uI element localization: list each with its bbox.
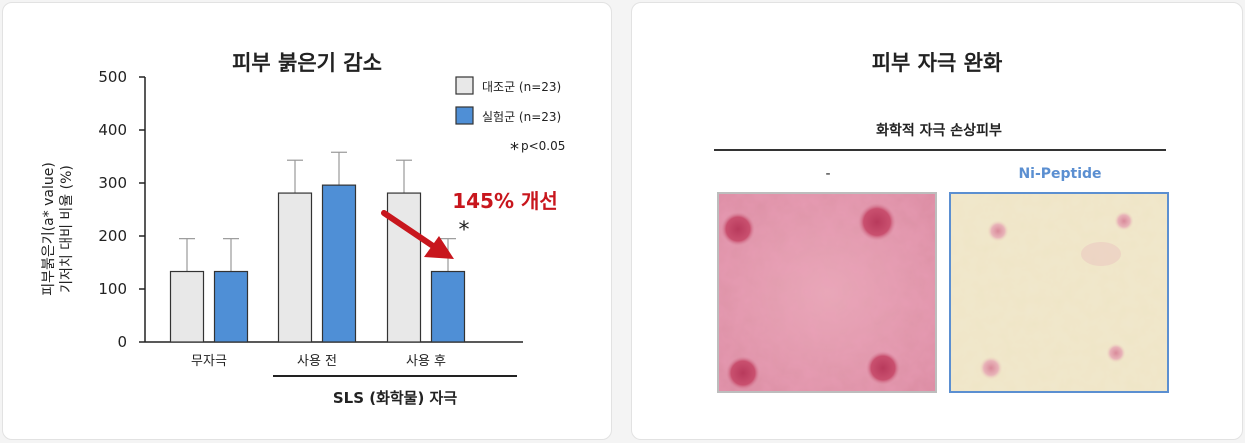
y-tick-label: 500: [98, 68, 127, 86]
bar-test: [430, 270, 466, 343]
bar-control: [169, 270, 205, 343]
x-tick-label: 사용 전: [297, 354, 337, 369]
legend-swatch: [455, 106, 474, 125]
y-tick-label: 400: [98, 121, 127, 139]
y-tick-label: 200: [98, 227, 127, 245]
x-tick-label: 무자극: [191, 354, 227, 369]
y-tick-label: 300: [98, 174, 127, 192]
bar-test: [213, 270, 249, 343]
chart-card: 피부 붉은기 감소 피부붉은기(a* value) 기저치 대비 비율 (%) …: [2, 2, 612, 440]
legend-label: 실험군 (n=23): [482, 110, 561, 124]
improvement-arrow: [381, 210, 454, 259]
improvement-label: 145% 개선: [452, 189, 558, 213]
photo-subtitle: 화학적 자극 손상피부: [876, 123, 1002, 139]
column-label-ni-peptide: Ni-Peptide: [1018, 166, 1102, 182]
x-tick-label: 사용 후: [406, 354, 446, 369]
group-label: SLS (화학물) 자극: [333, 389, 458, 407]
subtitle-rule: [714, 149, 1166, 151]
significance-note-star: *: [510, 139, 519, 160]
y-axis-label-line-1: 피부붉은기(a* value): [41, 162, 57, 296]
photo-card: 피부 자극 완화 화학적 자극 손상피부 - Ni-Peptide: [631, 2, 1243, 440]
column-label-control: -: [825, 166, 831, 182]
y-axis-label-line-2: 기저치 대비 비율 (%): [59, 165, 75, 293]
bar-chart: 피부붉은기(a* value) 기저치 대비 비율 (%) 0 100 200 300…: [41, 68, 565, 407]
bar-control: [277, 192, 313, 343]
bar-test: [321, 184, 357, 343]
y-tick-label: 0: [117, 333, 127, 351]
legend-label: 대조군 (n=23): [482, 80, 561, 94]
significance-star: *: [459, 218, 470, 243]
control-skin-photo: [717, 192, 937, 393]
y-tick-label: 100: [98, 280, 127, 298]
chart-title: 피부 붉은기 감소: [232, 51, 382, 75]
photo-panel-title: 피부 자극 완화: [871, 51, 1003, 75]
significance-note: p<0.05: [521, 139, 565, 153]
ni-peptide-skin-photo: [949, 192, 1169, 393]
legend-swatch: [455, 76, 474, 95]
